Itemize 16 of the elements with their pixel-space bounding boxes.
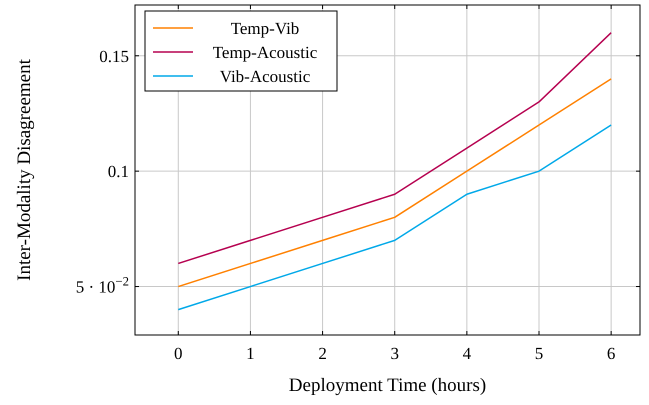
- x-tick-label: 0: [174, 344, 183, 363]
- x-tick-label: 6: [606, 344, 616, 363]
- legend-label: Temp-Vib: [230, 19, 300, 38]
- y-tick-label: 0.1: [108, 162, 129, 182]
- x-tick-label: 3: [390, 344, 399, 363]
- x-tick-label: 4: [462, 344, 472, 363]
- y-tick-label: 0.15: [99, 46, 129, 66]
- legend-label: Vib-Acoustic: [220, 67, 311, 86]
- line-series: [178, 124, 612, 310]
- x-tick-label: 2: [318, 344, 327, 363]
- y-axis-title: Inter-Modality Disagreement: [14, 58, 35, 281]
- x-tick-label: 1: [246, 344, 255, 363]
- y-tick-label: 5 · 10$^{−2}$: [76, 274, 129, 297]
- x-axis-title: Deployment Time (hours): [288, 375, 486, 396]
- x-tick-label: 5: [534, 344, 544, 363]
- legend-label: Temp-Acoustic: [212, 43, 318, 62]
